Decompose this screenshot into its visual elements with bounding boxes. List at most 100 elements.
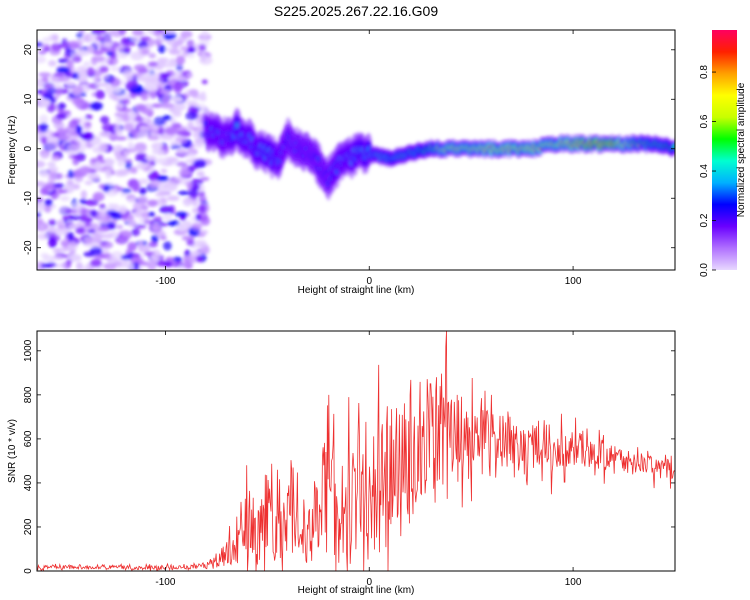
noise-blob: [170, 97, 184, 102]
noise-blob: [57, 136, 70, 141]
noise-blob: [162, 213, 172, 221]
noise-blob: [42, 43, 51, 52]
noise-blob: [104, 263, 117, 270]
noise-blob: [42, 91, 54, 100]
noise-blob: [37, 211, 42, 218]
noise-blob: [141, 49, 150, 55]
noise-blob: [119, 108, 133, 113]
noise-blob: [183, 255, 197, 261]
noise-blob: [37, 55, 47, 64]
colorbar: 0.0 0.2 0.4 0.6 0.8 Normalized spectral ampl…: [699, 30, 747, 277]
noise-blob: [81, 131, 94, 142]
noise-blob: [160, 168, 168, 174]
colorbar-tick-label: 0.8: [699, 65, 710, 79]
noise-blob: [53, 263, 67, 268]
noise-blob: [102, 74, 110, 80]
noise-blob: [48, 237, 57, 248]
noise-blob: [85, 121, 92, 127]
noise-blob: [139, 36, 151, 41]
noise-blob: [187, 53, 196, 59]
noise-blob: [133, 210, 144, 218]
snr-y-tick-label: 600: [23, 430, 34, 447]
noise-blob: [44, 199, 53, 207]
noise-blob: [116, 224, 124, 230]
noise-blob: [164, 181, 178, 192]
noise-blob: [135, 154, 147, 163]
snr-x-tick-label: -100: [155, 577, 175, 588]
noise-blob: [154, 198, 168, 206]
noise-blob: [80, 190, 88, 200]
noise-blob: [147, 61, 159, 67]
noise-blob: [168, 49, 182, 55]
noise-blob: [186, 72, 194, 79]
noise-blob: [37, 180, 46, 187]
noise-blob: [85, 114, 93, 120]
noise-blob: [134, 144, 147, 153]
noise-blob: [166, 195, 180, 202]
noise-blob: [68, 215, 83, 221]
noise-blob: [177, 190, 192, 195]
noise-blob: [186, 39, 195, 48]
noise-blob: [156, 175, 169, 182]
noise-blob: [124, 41, 137, 47]
noise-blob: [138, 245, 151, 253]
noise-blob: [37, 197, 44, 203]
noise-blob: [84, 222, 92, 227]
noise-blob: [122, 98, 130, 105]
noise-blob: [48, 161, 55, 169]
noise-blob: [159, 235, 167, 241]
noise-blob: [79, 84, 89, 90]
noise-blob: [138, 125, 150, 132]
noise-blob: [135, 104, 147, 112]
noise-blob: [153, 30, 162, 37]
noise-blob: [83, 61, 91, 67]
noise-blob: [199, 212, 209, 222]
noise-blob: [87, 229, 96, 234]
noise-blob: [65, 125, 78, 134]
noise-blob: [201, 79, 208, 85]
noise-blob: [92, 30, 107, 35]
noise-blob: [90, 56, 98, 66]
noise-blob: [196, 243, 207, 248]
noise-blob: [201, 245, 210, 255]
spectrogram-y-tick-label: 10: [23, 93, 34, 105]
noise-blob: [133, 261, 140, 270]
noise-blob: [42, 81, 55, 90]
noise-blob: [143, 219, 154, 225]
noise-blob: [175, 62, 183, 72]
noise-blob: [157, 126, 165, 136]
noise-blob: [66, 59, 74, 69]
noise-blob: [50, 255, 64, 261]
noise-blob: [147, 134, 161, 141]
noise-blob: [103, 41, 112, 48]
colorbar-ticks: 0.0 0.2 0.4 0.6 0.8: [699, 65, 716, 277]
noise-blob: [124, 161, 133, 170]
noise-blob: [97, 226, 110, 232]
noise-blob: [166, 157, 180, 162]
noise-blob: [191, 178, 204, 186]
noise-blob: [39, 170, 50, 178]
spectrogram-frame: [36, 29, 676, 271]
noise-blob: [48, 227, 57, 233]
noise-blob: [121, 230, 132, 237]
noise-blob: [197, 172, 205, 177]
noise-blob: [168, 79, 180, 88]
noise-blob: [194, 239, 207, 244]
noise-blob: [39, 122, 49, 133]
noise-blob: [105, 169, 112, 180]
snr-y-tick-label: 400: [23, 474, 34, 491]
noise-blob: [67, 241, 78, 251]
noise-blob: [118, 30, 127, 36]
noise-blob: [153, 116, 166, 127]
noise-blob: [74, 138, 85, 146]
noise-blob: [180, 30, 193, 38]
noise-blob: [181, 130, 192, 137]
noise-blob: [97, 218, 110, 225]
noise-blob: [84, 199, 99, 206]
noise-blob: [123, 46, 131, 55]
noise-blob: [92, 146, 106, 154]
noise-blob: [148, 53, 156, 59]
noise-blob: [184, 152, 196, 158]
noise-blob: [151, 170, 159, 179]
